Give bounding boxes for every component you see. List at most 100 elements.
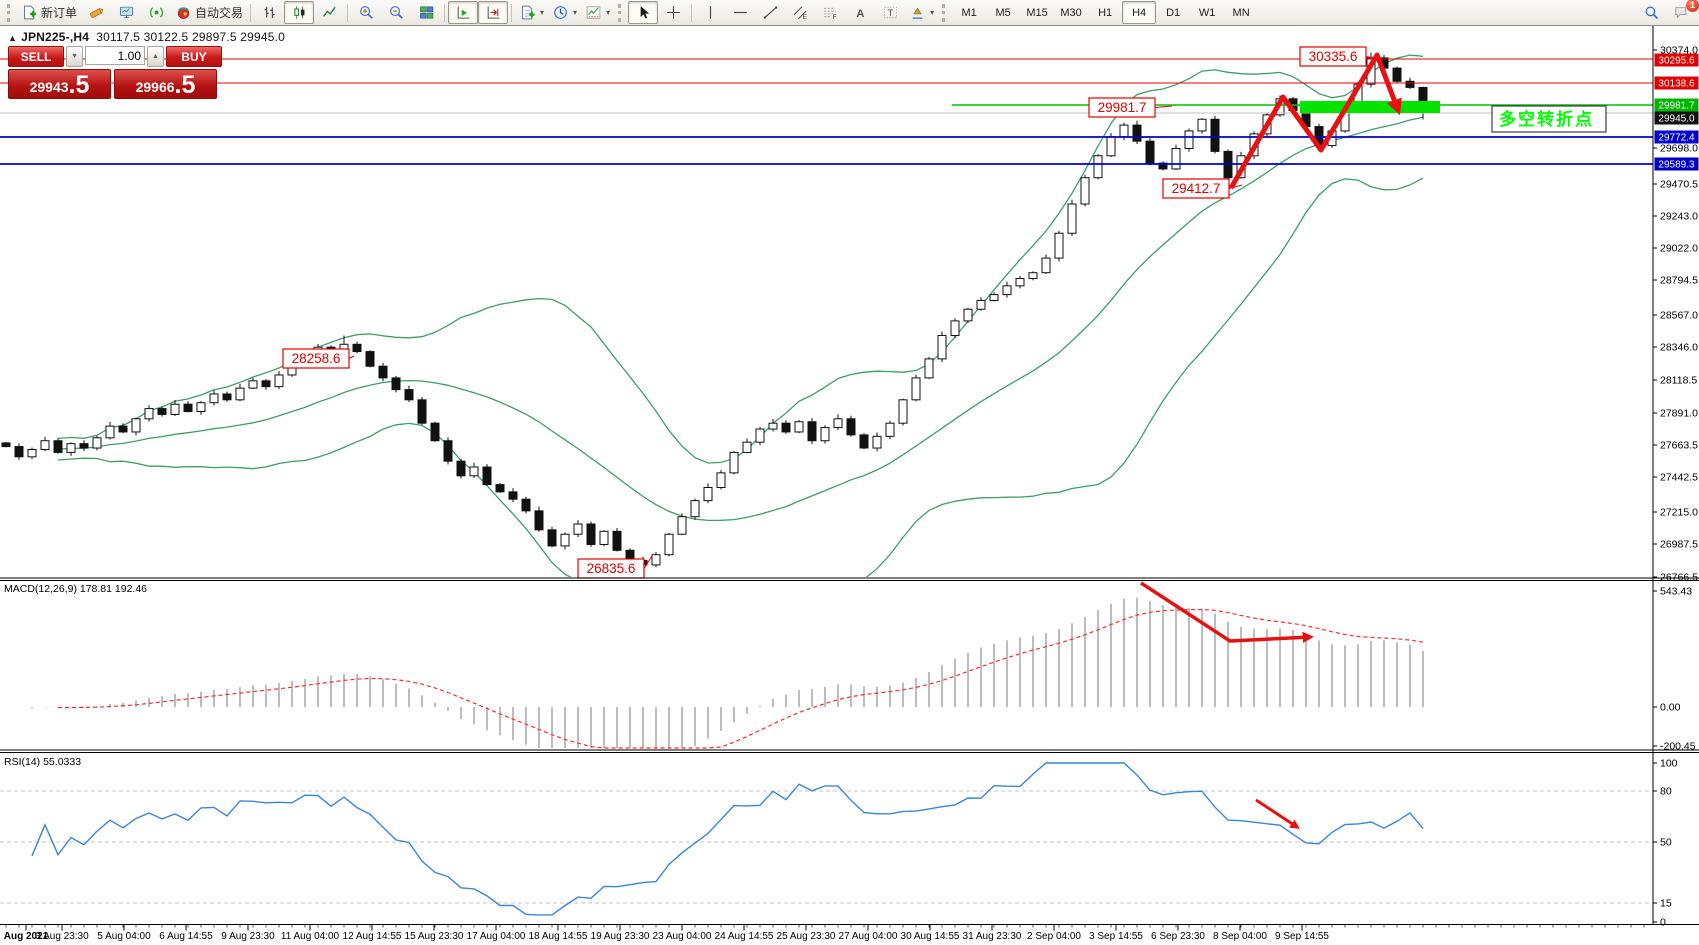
bear-candle: [352, 343, 362, 353]
bear-candle: [1392, 67, 1402, 82]
period-button[interactable]: ▾: [548, 1, 581, 24]
time-tick-label: 6 Sep 23:30: [1151, 931, 1205, 942]
bull-candle: [703, 486, 713, 502]
sell-button[interactable]: SELL: [8, 46, 65, 67]
bear-candle: [79, 443, 89, 449]
time-tick-label: 15 Aug 23:30: [405, 931, 464, 942]
tf-m15[interactable]: M15: [1020, 1, 1054, 24]
signals-button[interactable]: [141, 1, 171, 24]
bear-candle: [53, 440, 63, 453]
rsi-tick-label: 50: [1660, 837, 1672, 849]
chart-symbol: JPN225-,H4: [21, 30, 90, 44]
chart-background: [0, 25, 1699, 945]
sell-price-box[interactable]: 29943.5: [8, 69, 111, 99]
new-template-button[interactable]: ▾: [515, 1, 548, 24]
bear-candle: [378, 365, 388, 379]
signals-icon: [148, 4, 165, 21]
vertical-line-button[interactable]: [695, 1, 725, 24]
tf-h4[interactable]: H4: [1122, 1, 1157, 24]
tf-h1[interactable]: H1: [1088, 1, 1122, 24]
price-badge: [1654, 98, 1699, 112]
tf-m30[interactable]: M30: [1054, 1, 1088, 24]
bull-candle: [1197, 118, 1207, 132]
tf-d1[interactable]: D1: [1156, 1, 1190, 24]
bull-candle: [950, 320, 960, 337]
bull-candle: [911, 377, 921, 401]
auto-scroll-button[interactable]: [448, 1, 479, 24]
tf-mn[interactable]: MN: [1224, 1, 1258, 24]
search-button[interactable]: [1636, 1, 1666, 24]
note-box: [1491, 105, 1607, 133]
bar-chart-button[interactable]: [254, 1, 284, 24]
indicators-button[interactable]: ▾: [581, 1, 614, 24]
toolbar-separator: [511, 3, 513, 22]
equidistant-channel-button[interactable]: [785, 1, 815, 24]
arrows-button[interactable]: ▾: [905, 1, 938, 24]
zoom-in-button[interactable]: [351, 1, 381, 24]
trendline-button[interactable]: [755, 1, 785, 24]
rsi-tick-label: 80: [1660, 786, 1672, 798]
bull-candle: [66, 443, 76, 453]
cursor-button[interactable]: [628, 1, 659, 24]
market-watch-button[interactable]: [111, 1, 141, 24]
volume-increase-button[interactable]: ▲: [147, 46, 164, 67]
tf-m5[interactable]: M5: [986, 1, 1020, 24]
new-order-icon: [21, 4, 38, 21]
bollinger-middle-band: [57, 116, 1424, 522]
price-tick-label: 27663.5: [1660, 440, 1698, 452]
time-tick-label: 5 Aug 04:00: [97, 931, 151, 942]
buy-button[interactable]: BUY: [165, 46, 222, 67]
tf-h4-label: H4: [1132, 6, 1147, 19]
fibonacci-button[interactable]: [815, 1, 845, 24]
bull-candle: [794, 421, 804, 433]
chat-button[interactable]: 1: [1666, 0, 1699, 24]
bull-candle: [40, 440, 50, 450]
candlestick-chart-icon: [291, 4, 308, 21]
bull-candle: [469, 466, 479, 477]
new-order-button[interactable]: 新订单: [17, 1, 81, 24]
chart-window-icon: ▲: [8, 33, 18, 43]
bear-candle: [859, 434, 869, 449]
buy-price-box[interactable]: 29966.5: [114, 69, 217, 99]
time-tick-label: Aug 2021: [4, 931, 49, 942]
text-label-button[interactable]: [875, 1, 905, 24]
cursor-icon: [635, 4, 652, 21]
chart-shift-button[interactable]: [478, 1, 509, 24]
one-click-trading-panel: SELL ▼ ▲ BUY 29943.5 29966.5: [8, 46, 222, 99]
text-button[interactable]: [845, 1, 875, 24]
dropdown-arrow-icon: ▾: [573, 8, 578, 17]
bear-candle: [1, 442, 11, 448]
bear-candle: [417, 399, 427, 424]
candlestick-chart-button[interactable]: [284, 1, 315, 24]
bear-candle: [534, 510, 544, 531]
line-chart-button[interactable]: [314, 1, 344, 24]
crayon-tool-button[interactable]: [81, 1, 111, 24]
price-annotation-box: [1088, 97, 1156, 118]
horizontal-line-button[interactable]: [725, 1, 755, 24]
bull-candle: [651, 554, 661, 566]
bear-candle: [222, 393, 232, 401]
new-order-button-label: 新订单: [41, 6, 78, 20]
bull-candle: [976, 299, 986, 310]
price-badge: [1654, 53, 1699, 67]
auto-trading-button[interactable]: 自动交易: [171, 1, 247, 24]
volume-input[interactable]: [85, 46, 145, 65]
text-label-icon: [882, 4, 899, 21]
equidistant-channel-icon: [792, 4, 809, 21]
bear-candle: [508, 491, 518, 500]
bear-candle: [846, 418, 856, 436]
bull-candle: [209, 393, 219, 404]
toolbar-separator: [691, 3, 693, 22]
tf-m1[interactable]: M1: [952, 1, 986, 24]
bear-candle: [430, 422, 440, 442]
bear-candle: [391, 377, 401, 391]
crosshair-button[interactable]: [658, 1, 688, 24]
zoom-out-button[interactable]: [381, 1, 411, 24]
tf-w1[interactable]: W1: [1190, 1, 1224, 24]
tile-windows-button[interactable]: [411, 1, 441, 24]
macd-down-arrow: [1140, 581, 1314, 643]
bull-candle: [248, 380, 258, 389]
main-chart-layer: [0, 52, 1653, 577]
volume-decrease-button[interactable]: ▼: [66, 46, 83, 67]
